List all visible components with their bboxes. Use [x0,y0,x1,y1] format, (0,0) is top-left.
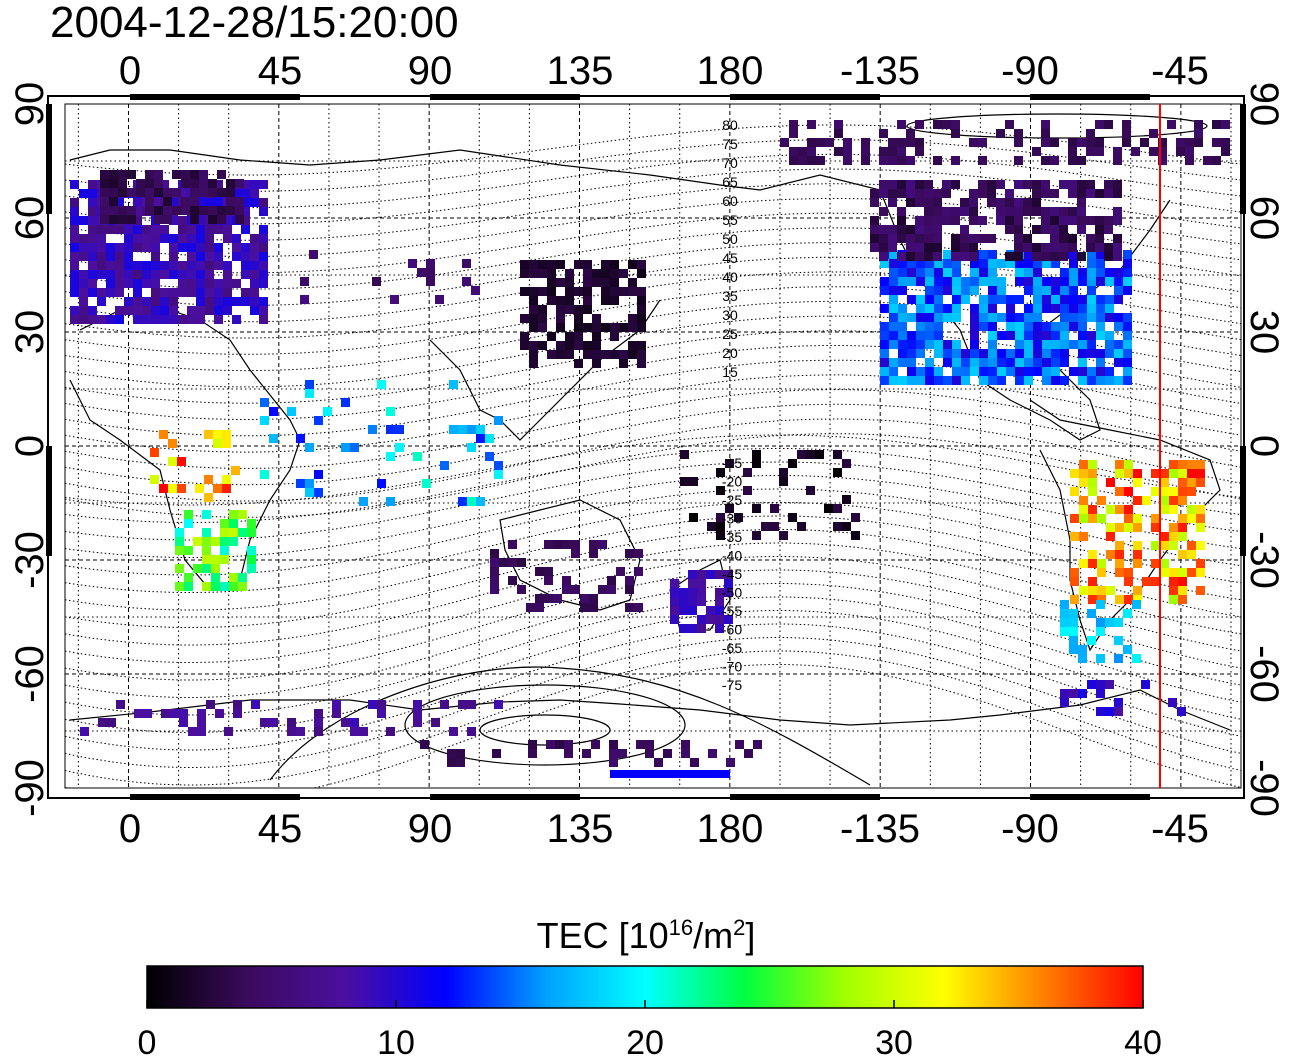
lon-tick-label: -45 [1151,807,1209,851]
lon-tick-label: 0 [119,49,141,93]
tec-data-patches [70,120,1230,778]
contour-label: -30 [722,511,742,527]
lat-tick-label: -60 [1242,645,1286,703]
lat-tick-label: 90 [8,82,52,127]
contour-label: -65 [722,640,742,656]
contour-label: 75 [722,136,738,152]
longitude-ticks-top: 0 45 90 135 180 -135 -90 -45 [119,49,1209,93]
lon-tick-label: 135 [547,49,614,93]
contour-label: 30 [722,307,738,323]
contour-label: 80 [722,117,738,133]
contour-label: -60 [722,622,742,638]
contour-label: -25 [722,492,742,508]
contour-label: 50 [722,231,738,247]
lon-tick-label: -90 [1001,49,1059,93]
lon-tick-label: 135 [547,807,614,851]
contour-label: 25 [722,326,738,342]
lon-tick-label: 180 [697,807,764,851]
contour-label: -50 [722,585,742,601]
lon-tick-label: -135 [840,49,920,93]
contour-label: -40 [722,548,742,564]
contour-label: -35 [722,529,742,545]
longitude-ticks-bottom: 0 45 90 135 180 -135 -90 -45 [119,807,1209,851]
contour-label: 40 [722,269,738,285]
contour-labels: 80 75 70 65 60 55 50 45 40 35 30 25 20 15 -15 -20 -25 -30… [722,117,742,693]
lon-tick-label: -45 [1151,49,1209,93]
contour-label: -45 [722,566,742,582]
colorbar-tick-label: 20 [626,1024,664,1057]
colorbar-tick-label: 0 [138,1024,157,1057]
contour-label: 35 [722,288,738,304]
lat-tick-label: 30 [1242,310,1286,355]
contour-label: 20 [722,345,738,361]
colorbar-label: TEC [1016/m2] [536,915,756,956]
latitude-ticks-left: 90 60 30 0 -30 -60 -90 [8,82,52,817]
lat-tick-label: 30 [8,310,52,355]
colorbar-tick-label: 40 [1124,1024,1162,1057]
contour-label: 65 [722,174,738,190]
title: 2004-12-28/15:20:00 [50,0,459,47]
contour-label: -70 [722,659,742,675]
lat-tick-label: 0 [8,435,52,457]
lon-tick-label: 45 [258,807,303,851]
latitude-ticks-right: 90 60 30 0 -30 -60 -90 [1242,82,1286,817]
lat-tick-label: -60 [8,645,52,703]
lat-tick-label: 60 [8,196,52,241]
lat-tick-label: 60 [1242,196,1286,241]
contour-label: -15 [722,455,742,471]
colorbar-ticks: 0 10 20 30 40 [138,1000,1162,1057]
lon-tick-label: 90 [408,807,453,851]
lat-tick-label: -30 [8,531,52,589]
lat-tick-label: 0 [1242,435,1286,457]
lon-tick-label: 180 [697,49,764,93]
contour-label: 45 [722,250,738,266]
lon-tick-label: 45 [258,49,303,93]
lon-tick-label: -90 [1001,807,1059,851]
colorbar-tick-label: 10 [377,1024,415,1057]
contour-label: -75 [722,677,742,693]
contour-label: -55 [722,603,742,619]
lat-tick-label: -30 [1242,531,1286,589]
contour-label: 15 [722,364,738,380]
contour-label: 60 [722,193,738,209]
contour-label: -20 [722,474,742,490]
frame-ticks [46,94,1246,800]
lat-tick-label: 90 [1242,82,1286,127]
contour-label: 70 [722,155,738,171]
lon-tick-label: 0 [119,807,141,851]
contour-label: 55 [722,212,738,228]
lat-tick-label: -90 [8,759,52,817]
lon-tick-label: -135 [840,807,920,851]
colorbar-tick-label: 30 [875,1024,913,1057]
lat-tick-label: -90 [1242,759,1286,817]
lon-tick-label: 90 [408,49,453,93]
